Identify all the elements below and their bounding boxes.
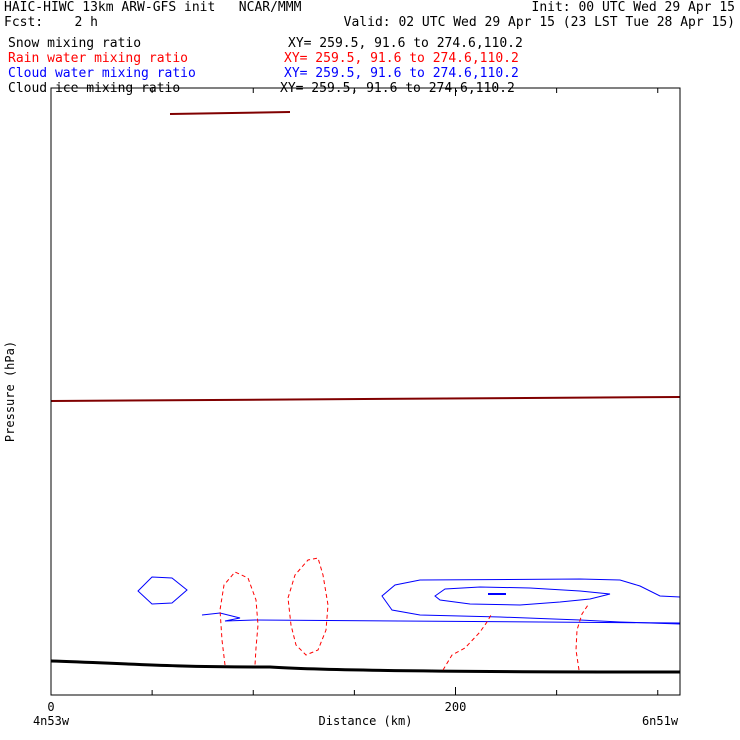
field-name-rain: Rain water mixing ratio: [8, 51, 189, 66]
field-xy-cloud-ice: XY= 259.5, 91.6 to 274.6,110.2: [280, 81, 515, 96]
cloud-water-contour-3: [381, 578, 681, 625]
cloud-water-contour-4: [434, 586, 611, 606]
x-tick-label: 200: [445, 700, 467, 714]
field-xy-snow: XY= 259.5, 91.6 to 274.6,110.2: [288, 36, 523, 51]
cloud-water-contour-1: [137, 576, 188, 605]
x-axis-label: Distance (km): [319, 714, 413, 728]
field-name-snow: Snow mixing ratio: [8, 36, 142, 51]
header-title: HAIC-HIWC 13km ARW-GFS init NCAR/MMM: [4, 0, 302, 15]
temperature-contour-segment: [169, 111, 291, 115]
y-axis-label: Pressure (hPa): [3, 341, 17, 442]
plot-frame: 10020030040050060070080090010000200Dista…: [3, 87, 681, 728]
header-init-time: Init: 00 UTC Wed 29 Apr 15: [531, 0, 736, 15]
endpoint-right-label: 6n51w: [642, 714, 679, 728]
field-xy-cloud-water: XY= 259.5, 91.6 to 274.6,110.2: [284, 66, 519, 81]
temperature-contours: [169, 111, 291, 115]
field-xy-rain: XY= 259.5, 91.6 to 274.6,110.2: [284, 51, 519, 66]
x-tick-label: 0: [47, 700, 54, 714]
plot-border: [50, 87, 681, 696]
rain-contour-2: [287, 557, 329, 656]
rain-contour-1: [219, 571, 259, 666]
header-valid-time: Valid: 02 UTC Wed 29 Apr 15 (23 LST Tue …: [343, 15, 735, 30]
freezing-level-line: [50, 396, 681, 402]
endpoint-left-label: 4n53w: [33, 714, 70, 728]
terrain-line: [50, 659, 681, 674]
header-forecast-hour: Fcst: 2 h: [4, 15, 98, 30]
cloud-water-contour-2: [201, 612, 681, 624]
field-name-cloud-water: Cloud water mixing ratio: [8, 66, 196, 81]
special-contours: [50, 396, 681, 674]
rain-contour-3: [442, 614, 492, 671]
rain-contour-4: [575, 604, 589, 671]
